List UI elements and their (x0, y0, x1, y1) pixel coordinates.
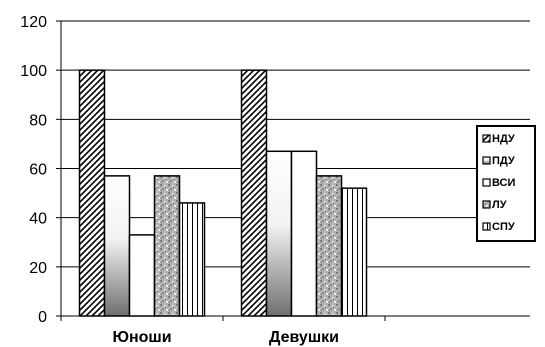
y-tick-label: 0 (38, 309, 47, 326)
legend-label: ВСИ (492, 177, 515, 189)
bar-5-1 (178, 202, 206, 317)
y-tick-label: 20 (29, 260, 47, 277)
y-tick-label: 120 (20, 14, 47, 31)
bar-1-1 (78, 69, 106, 317)
bar-4-2 (315, 175, 343, 317)
bar-2-2 (265, 150, 293, 317)
category-label: Девушки (269, 329, 339, 346)
y-tick-label: 80 (29, 112, 47, 129)
legend-label: НДУ (492, 133, 515, 145)
bar-3-2 (290, 150, 318, 317)
legend-swatch (482, 200, 491, 209)
bar-1-2 (240, 69, 268, 317)
legend-label: ПДУ (492, 155, 515, 167)
y-tick-label: 60 (29, 162, 47, 179)
bar-5-2 (340, 187, 368, 317)
legend-label: ЛУ (492, 199, 507, 211)
legend-swatch (482, 222, 491, 231)
legend-swatch (482, 134, 491, 143)
legend: НДУ ПДУ ВСИ ЛУ СПУ (476, 125, 536, 242)
y-tick-label: 40 (29, 211, 47, 228)
y-tick-label: 100 (20, 63, 47, 80)
bar-4-1 (153, 175, 181, 317)
axes (60, 21, 530, 317)
legend-swatch (482, 178, 491, 187)
bar-3-1 (128, 234, 156, 317)
legend-label: СПУ (492, 221, 515, 233)
category-label: Юноши (112, 329, 171, 346)
bar-2-1 (103, 175, 131, 317)
legend-swatch (482, 156, 491, 165)
x-axis-categories: Юноши Девушки (60, 316, 386, 346)
y-axis-ticks: 0 20 40 60 80 100 120 (20, 14, 61, 326)
bars (78, 69, 368, 317)
